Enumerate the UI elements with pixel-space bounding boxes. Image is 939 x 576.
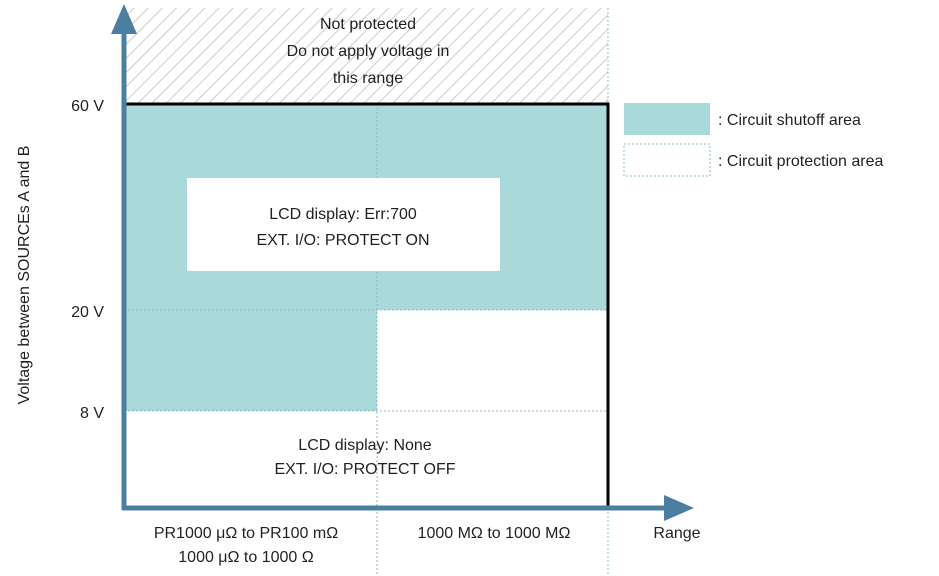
- not-protected-region: [124, 8, 608, 104]
- legend-protection-label: : Circuit protection area: [718, 153, 884, 170]
- protect-ext-io-text: EXT. I/O: PROTECT OFF: [274, 461, 455, 478]
- y-axis-title: Voltage between SOURCEs A and B: [16, 146, 33, 405]
- shutoff-info-box: [187, 178, 500, 271]
- x-category-1-line-2: 1000 μΩ to 1000 Ω: [178, 549, 313, 566]
- top-note-line-3: this range: [333, 70, 403, 87]
- legend-shutoff-swatch: [624, 103, 710, 135]
- protect-lcd-display-text: LCD display: None: [298, 437, 432, 454]
- shutoff-ext-io-text: EXT. I/O: PROTECT ON: [256, 232, 429, 249]
- shutoff-lcd-display-text: LCD display: Err:700: [269, 206, 417, 223]
- x-category-2-line-1: 1000 MΩ to 1000 MΩ: [418, 525, 571, 542]
- legend-protection-swatch: [623, 143, 711, 177]
- legend-shutoff-label: : Circuit shutoff area: [718, 112, 861, 129]
- x-axis-arrowhead: [664, 495, 694, 521]
- shutoff-area-lower-left: [124, 310, 377, 411]
- x-axis-title: Range: [653, 525, 700, 542]
- y-tick-60v: 60 V: [71, 98, 104, 115]
- y-tick-20v: 20 V: [71, 304, 104, 321]
- top-note-line-1: Not protected: [320, 16, 416, 33]
- top-note-line-2: Do not apply voltage in: [287, 43, 450, 60]
- y-tick-8v: 8 V: [80, 405, 104, 422]
- y-axis-arrowhead: [111, 4, 137, 34]
- x-category-1-line-1: PR1000 μΩ to PR100 mΩ: [154, 525, 338, 542]
